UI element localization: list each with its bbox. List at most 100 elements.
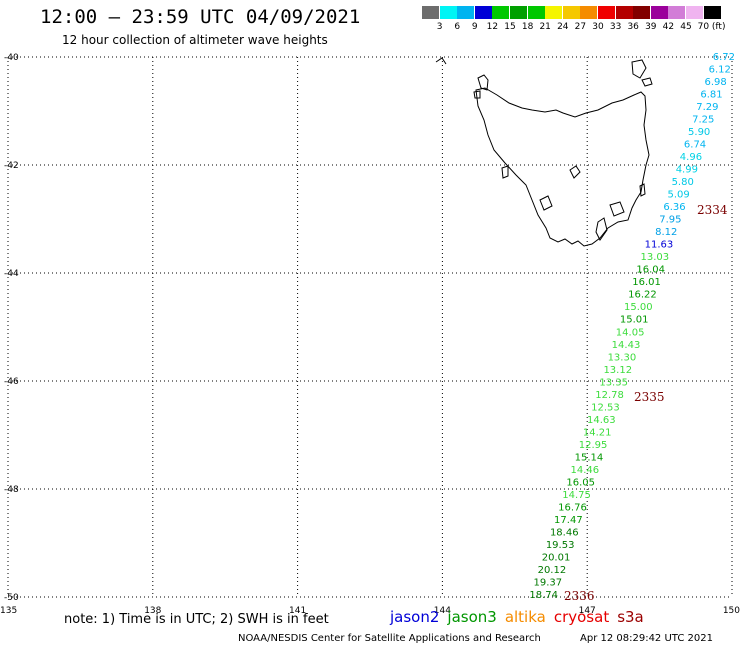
mainland-coast-fragment: [435, 57, 447, 65]
color-scale-label: 33: [609, 22, 622, 32]
color-scale-swatch: [510, 6, 527, 19]
color-scale-label: 21: [539, 22, 551, 32]
color-scale-label: 9: [471, 22, 478, 32]
longitude-label: 141: [289, 606, 306, 616]
wave-height-track: 6.72 6.126.98 6.817.29 7.255.90 6.744.96 4.99…: [529, 52, 735, 601]
wave-height-value: 15.00: [624, 302, 653, 313]
latitude-label: -42: [4, 161, 19, 171]
tasmania-coastline: [435, 57, 653, 247]
bruny-island: [595, 217, 608, 241]
color-scale-label: 15: [504, 22, 516, 32]
color-scale-swatch: [527, 6, 545, 19]
page-subtitle: 12 hour collection of altimeter wave hei…: [62, 33, 328, 47]
wave-height-value: 6.74: [684, 140, 706, 151]
color-scale-swatch: [474, 6, 492, 19]
wave-height-value: 19.53: [546, 540, 575, 551]
longitude-label: 144: [434, 606, 451, 616]
page-title: 12:00 – 23:59 UTC 04/09/2021: [40, 6, 361, 28]
color-scale-label: 27: [574, 22, 587, 32]
color-scale-swatch: [686, 6, 703, 19]
color-scale-label: 39: [645, 22, 657, 32]
color-scale-swatch: [615, 6, 633, 19]
wave-height-value: 14.75: [562, 490, 591, 501]
wave-height-value: 16.01: [632, 277, 661, 288]
pass-time-labels: 2334 2335 2336: [564, 203, 728, 603]
wave-height-value: 14.21: [583, 427, 612, 438]
maria-island: [639, 183, 646, 197]
wave-height-value: 16.04: [636, 265, 665, 276]
credit-line: NOAA/NESDIS Center for Satellite Applica…: [238, 633, 541, 644]
color-scale-swatch: [668, 6, 686, 19]
west-coast-inlet: [501, 165, 509, 179]
wave-height-value: 5.09: [667, 190, 689, 201]
color-scale-swatch: [633, 6, 651, 19]
wave-height-value: 7.25: [692, 115, 714, 126]
wave-height-value: 13.03: [640, 252, 669, 263]
wave-height-value: 11.63: [645, 240, 674, 251]
longitude-label: 135: [0, 606, 17, 616]
color-scale-label: 3: [436, 22, 443, 32]
color-scale-label: 42: [662, 22, 675, 32]
color-scale-swatch: [562, 6, 580, 19]
wave-height-value: 8.12: [655, 227, 677, 238]
latitude-labels: -40 -42 -44 -46 -48 -50: [4, 53, 19, 603]
wave-height-value: 17.47: [554, 515, 583, 526]
wave-height-value: 16.05: [566, 477, 595, 488]
wave-height-value: 12.53: [591, 402, 620, 413]
cape-barren-island: [641, 77, 653, 87]
wave-height-value: 16.76: [558, 502, 587, 513]
wave-height-value: 14.46: [571, 465, 600, 476]
satellite-legend-item: jason2: [390, 608, 440, 626]
flinders-island: [631, 59, 647, 79]
latitude-label: -46: [4, 377, 19, 387]
color-scale-label: 24: [557, 22, 569, 32]
hunter-island: [473, 90, 481, 99]
wave-height-value: 16.22: [628, 290, 657, 301]
wave-height-value: 12.78: [595, 390, 624, 401]
hobart-estuary: [609, 201, 625, 217]
color-scale-swatch: [422, 6, 439, 19]
color-scale-swatch: [650, 6, 668, 19]
satellite-legend: jason2 jason3 altika cryosat s3a: [390, 608, 652, 626]
wave-height-value: 19.37: [533, 577, 562, 588]
map-grid: [7, 56, 733, 598]
color-scale-label: 6: [454, 22, 461, 32]
wave-height-value: 15.14: [575, 452, 604, 463]
longitude-labels: 135 138 141 144 147 150: [0, 606, 740, 616]
wave-height-value: 20.12: [538, 565, 567, 576]
satellite-legend-item: cryosat: [553, 608, 610, 626]
color-scale-swatch: [545, 6, 563, 19]
tasmania-island: [475, 87, 650, 247]
color-scale-swatch: [703, 6, 721, 19]
footer-note: note: 1) Time is in UTC; 2) SWH is in fe…: [64, 612, 329, 627]
inland-lake: [539, 195, 553, 211]
wave-height-value: 12.95: [579, 440, 608, 451]
latitude-label: -40: [4, 53, 19, 63]
latitude-label: -48: [4, 485, 19, 495]
color-scale-label: 45: [680, 22, 692, 32]
wave-height-value: 7.95: [659, 215, 681, 226]
latitude-label: -44: [4, 269, 19, 279]
generated-timestamp: Apr 12 08:29:42 UTC 2021: [580, 633, 713, 644]
pass-time-label: 2335: [634, 390, 665, 404]
wave-height-value: 13.12: [603, 365, 632, 376]
king-island: [477, 74, 489, 91]
longitude-label: 150: [723, 606, 740, 616]
wave-height-value: 4.99: [676, 165, 698, 176]
pass-time-label: 2334: [697, 203, 728, 217]
wave-height-value: 6.98: [705, 77, 727, 88]
wave-height-value: 14.43: [612, 340, 641, 351]
wave-height-value: 5.80: [672, 177, 694, 188]
satellite-legend-item: altika: [504, 608, 546, 626]
color-scale-label: 30: [592, 22, 604, 32]
satellite-legend-item: jason3: [447, 608, 497, 626]
color-scale-label: 12: [486, 22, 499, 32]
satellite-legend-item: s3a: [617, 608, 644, 626]
longitude-label: 138: [144, 606, 161, 616]
longitude-label: 147: [579, 606, 596, 616]
wave-height-value: 15.01: [620, 315, 649, 326]
wave-height-value: 7.29: [696, 102, 718, 113]
great-lake: [569, 165, 581, 179]
wave-height-value: 14.05: [616, 327, 645, 338]
